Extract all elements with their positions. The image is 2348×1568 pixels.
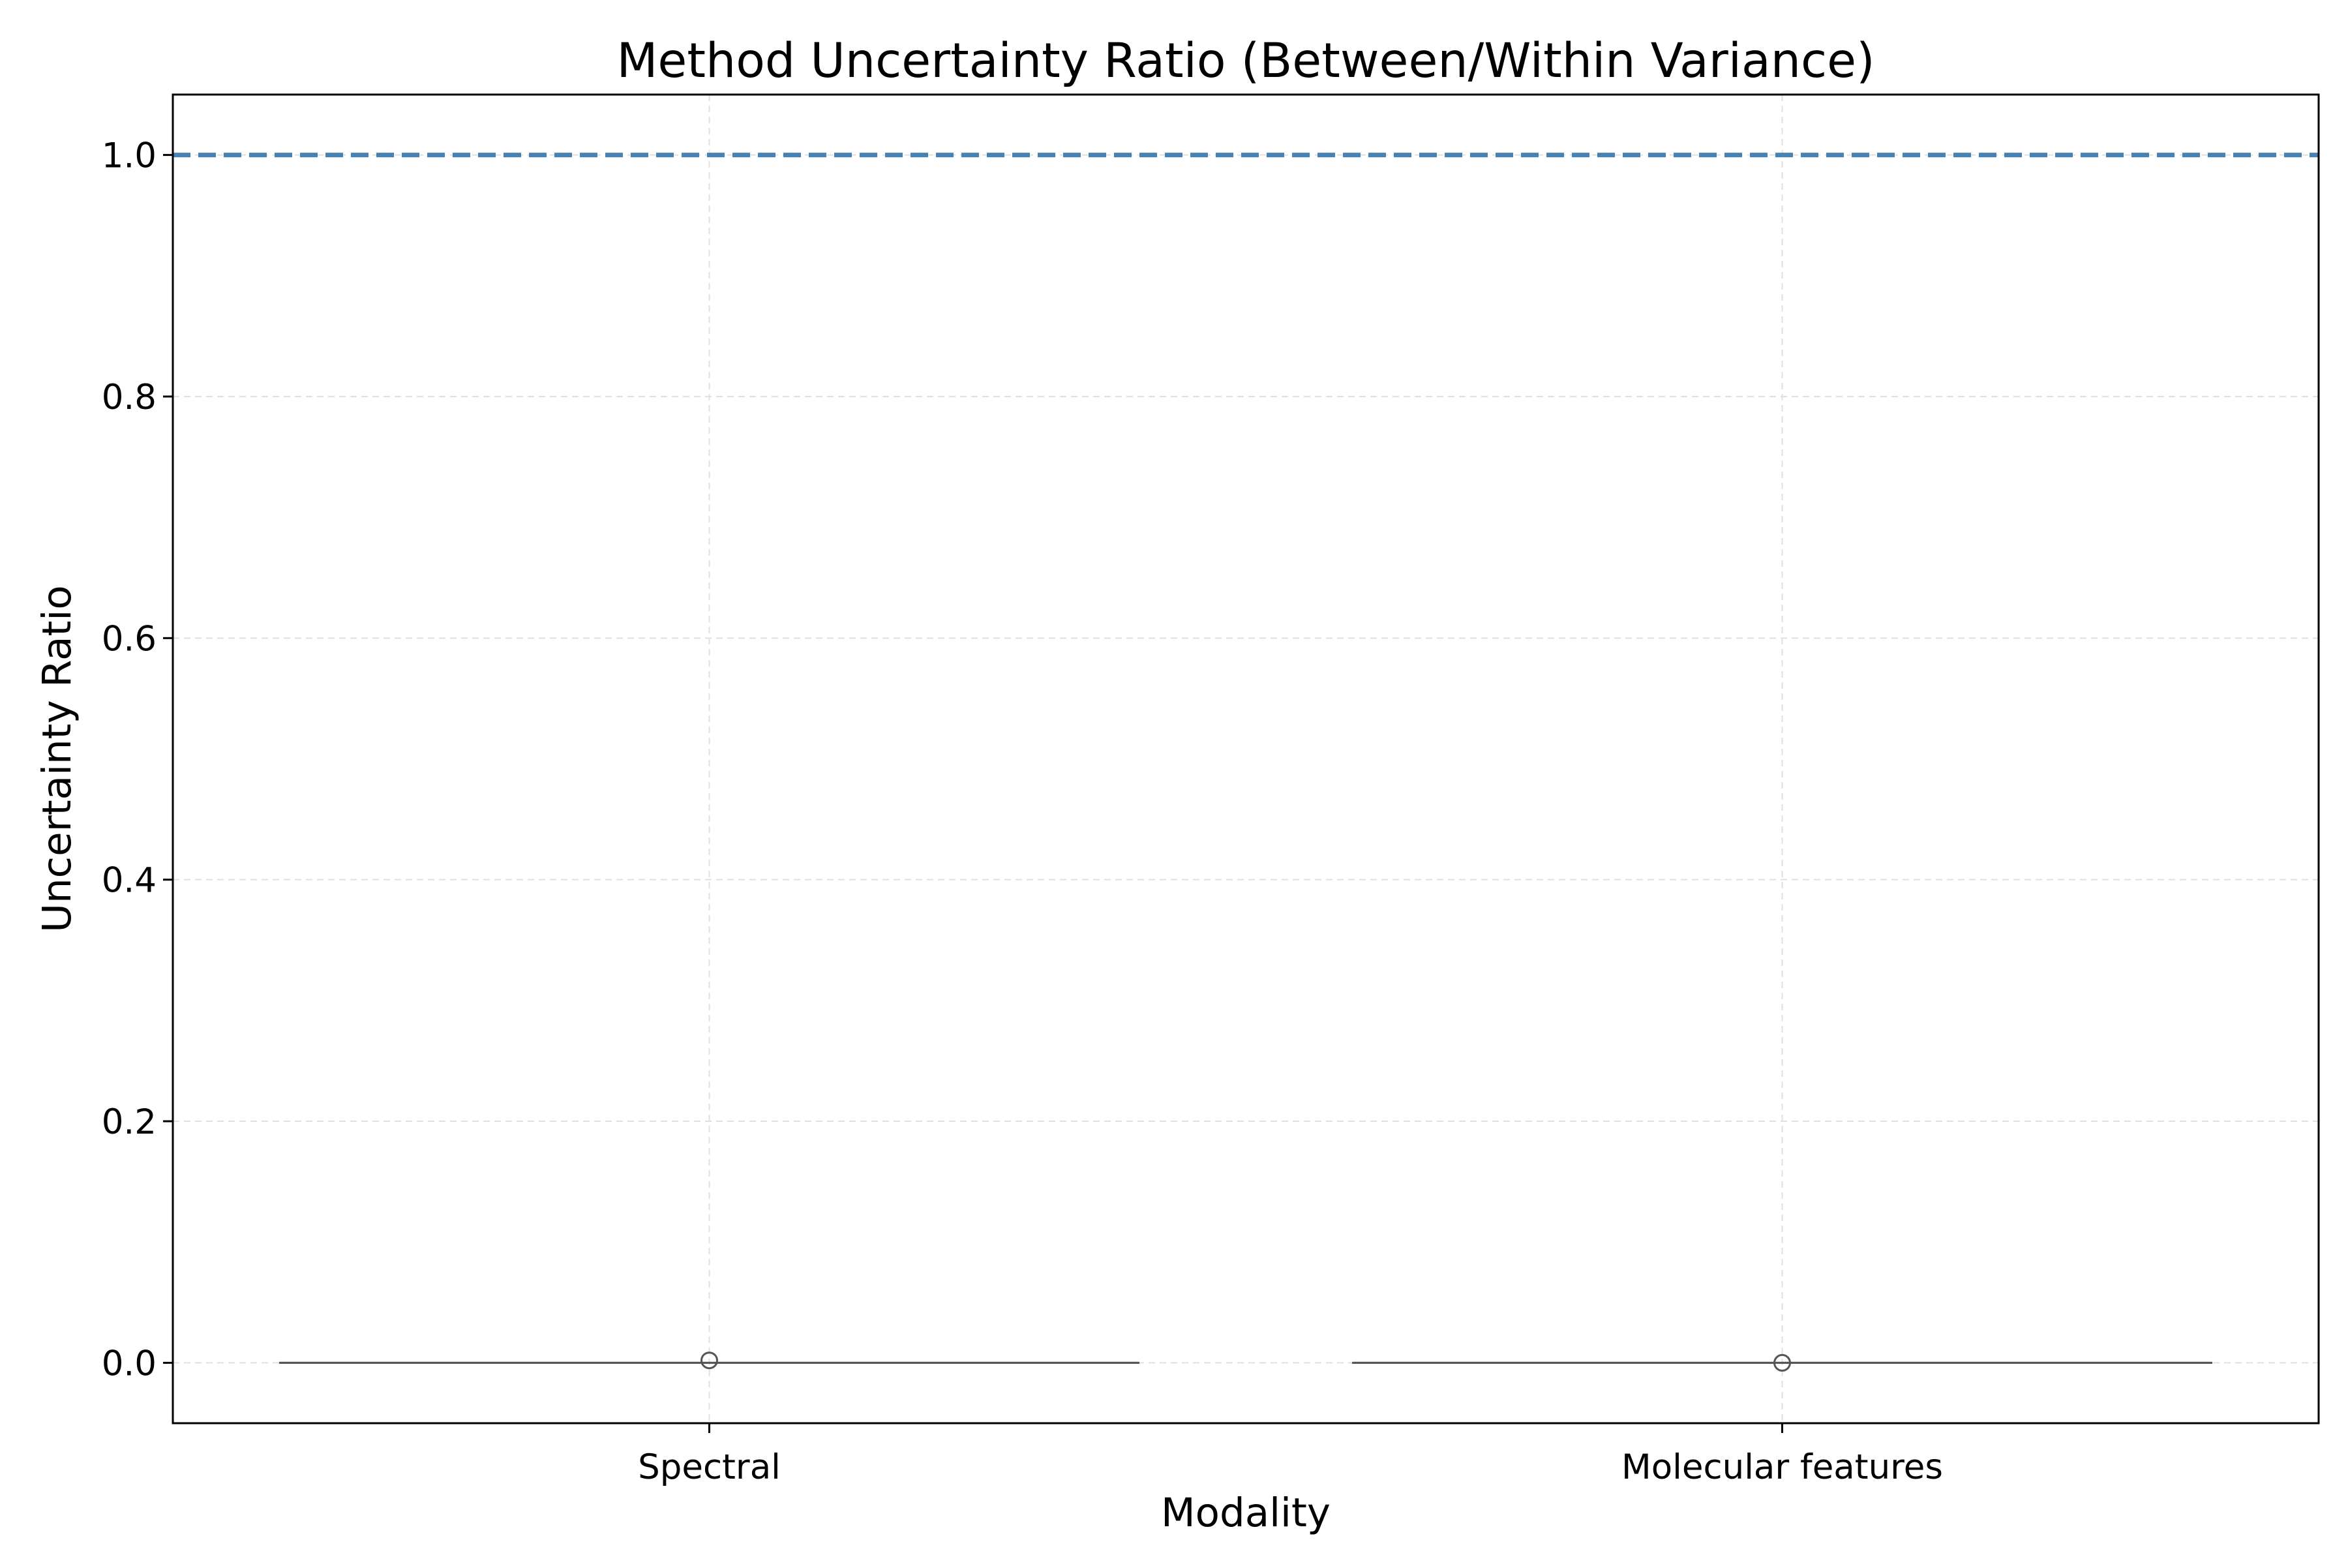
x-tick-label: Molecular features — [1621, 1447, 1943, 1487]
tick-layer: 0.0 0.2 0.4 0.6 0.8 1.0 Spectral Molecular feat… — [102, 136, 1943, 1487]
grid-layer — [173, 95, 2319, 1423]
plot-frame — [173, 95, 2319, 1423]
y-tick-label: 0.6 — [102, 619, 157, 659]
y-tick-label: 1.0 — [102, 136, 157, 176]
y-tick-label: 0.4 — [102, 861, 157, 901]
box-1 — [1353, 1355, 2212, 1370]
x-axis-label: Modality — [1161, 1490, 1331, 1536]
chart-title: Method Uncertainty Ratio (Between/Within… — [616, 33, 1874, 89]
y-tick-label: 0.8 — [102, 378, 157, 417]
y-tick-label: 0.2 — [102, 1102, 157, 1142]
x-tick-label: Spectral — [638, 1447, 781, 1487]
boxplot-layer — [280, 1353, 2212, 1371]
y-tick-label: 0.0 — [102, 1344, 157, 1383]
y-axis-label: Uncertainty Ratio — [34, 585, 80, 932]
